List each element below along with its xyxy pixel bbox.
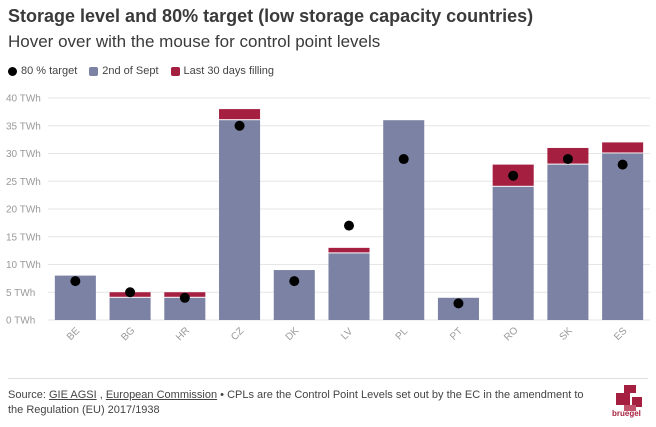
y-tick-label: 15 TWh [6, 232, 41, 243]
x-tick-label: LV [339, 326, 355, 342]
legend-label-sept: 2nd of Sept [102, 65, 159, 77]
bar-sept-ES[interactable] [602, 153, 644, 321]
bar-fill-ES[interactable] [602, 142, 644, 153]
legend-label-target: 80 % target [21, 65, 78, 77]
bar-sept-CZ[interactable] [219, 120, 261, 320]
chart-title: Storage level and 80% target (low storag… [8, 6, 534, 26]
target-point-PL[interactable] [398, 154, 409, 165]
footer-divider [8, 378, 648, 379]
x-tick-label: PT [448, 326, 465, 343]
bar-fill-LV[interactable] [328, 247, 370, 253]
y-tick-label: 5 TWh [6, 288, 35, 299]
y-tick-label: 40 TWh [6, 94, 41, 105]
chart-subtitle: Hover over with the mouse for control po… [8, 32, 381, 51]
bruegel-logo-icon [616, 385, 642, 411]
source-link-ec[interactable]: European Commission [105, 389, 218, 401]
target-point-LV[interactable] [344, 220, 354, 231]
bar-chart: 0 TWh 5 TWh 10 TWh 15 TWh 20 TWh 25 TWh 30 TWh… [6, 94, 650, 344]
y-tick-label: 30 TWh [6, 149, 41, 160]
target-point-BG[interactable] [125, 287, 136, 298]
x-tick-label: BG [119, 325, 137, 343]
x-tick-label: BE [65, 325, 82, 342]
footer-note: Source: GIE AGSI , European Commission •… [8, 388, 598, 418]
bar-sept-LV[interactable] [328, 253, 370, 320]
target-point-DK[interactable] [289, 276, 300, 287]
bar-fill-CZ[interactable] [219, 109, 261, 120]
bar-sept-RO[interactable] [492, 186, 534, 320]
x-tick-label: CZ [229, 326, 246, 343]
bar-sept-PL[interactable] [383, 120, 425, 320]
target-point-CZ[interactable] [234, 120, 245, 131]
x-tick-label: HR [174, 325, 192, 343]
x-tick-label: PL [394, 326, 411, 343]
x-tick-label: SK [558, 325, 575, 342]
source-link-gie[interactable]: GIE AGSI [48, 389, 97, 401]
source-prefix: Source: [8, 389, 49, 401]
y-tick-label: 20 TWh [6, 205, 41, 216]
y-tick-label: 25 TWh [6, 177, 41, 188]
source-separator: , [96, 389, 106, 401]
x-tick-label: RO [502, 325, 521, 344]
fill-square-icon [170, 66, 180, 76]
x-tick-label: DK [284, 325, 302, 343]
target-dot-icon [8, 66, 17, 76]
footer-note-text: • CPLs are the Control Point Levels set … [8, 389, 584, 416]
y-tick-label: 10 TWh [6, 260, 41, 271]
target-point-BE[interactable] [70, 276, 81, 287]
target-point-HR[interactable] [179, 292, 190, 303]
target-point-ES[interactable] [617, 159, 628, 170]
bar-sept-PT[interactable] [437, 297, 479, 320]
legend-item-fill[interactable]: Last 30 days filling [170, 65, 275, 77]
bar-sept-BG[interactable] [109, 297, 151, 320]
legend-item-sept[interactable]: 2nd of Sept [89, 65, 159, 77]
legend: 80 % target 2nd of Sept Last 30 days fil… [8, 65, 274, 77]
bar-sept-SK[interactable] [547, 164, 589, 320]
logo-text: bruegel [612, 409, 641, 418]
sept-square-icon [89, 66, 99, 76]
y-tick-label: 35 TWh [6, 121, 41, 132]
y-tick-label: 0 TWh [6, 316, 35, 327]
target-point-RO[interactable] [508, 170, 519, 181]
x-tick-label: ES [612, 325, 629, 342]
bar-sept-HR[interactable] [164, 297, 206, 320]
legend-label-fill: Last 30 days filling [183, 65, 275, 77]
target-point-SK[interactable] [562, 154, 573, 165]
target-point-PT[interactable] [453, 298, 464, 309]
legend-item-target[interactable]: 80 % target [8, 65, 77, 77]
